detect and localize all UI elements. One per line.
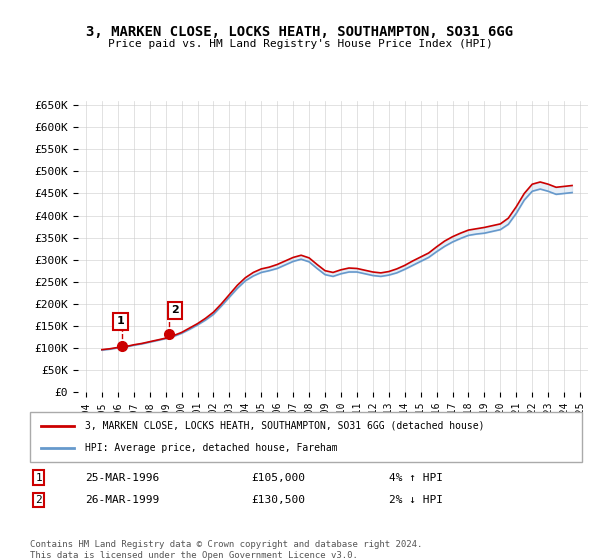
Text: £105,000: £105,000 [251,473,305,483]
Text: Contains HM Land Registry data © Crown copyright and database right 2024.
This d: Contains HM Land Registry data © Crown c… [30,540,422,560]
Text: 1: 1 [117,316,124,326]
Text: 25-MAR-1996: 25-MAR-1996 [85,473,160,483]
Text: 2% ↓ HPI: 2% ↓ HPI [389,495,443,505]
FancyBboxPatch shape [30,412,582,462]
Text: 2: 2 [35,495,42,505]
Text: 1: 1 [35,473,42,483]
Text: 4% ↑ HPI: 4% ↑ HPI [389,473,443,483]
Text: 2: 2 [171,305,179,315]
Text: £130,500: £130,500 [251,495,305,505]
Text: 26-MAR-1999: 26-MAR-1999 [85,495,160,505]
Text: HPI: Average price, detached house, Fareham: HPI: Average price, detached house, Fare… [85,443,338,453]
Text: 3, MARKEN CLOSE, LOCKS HEATH, SOUTHAMPTON, SO31 6GG: 3, MARKEN CLOSE, LOCKS HEATH, SOUTHAMPTO… [86,25,514,39]
Text: 3, MARKEN CLOSE, LOCKS HEATH, SOUTHAMPTON, SO31 6GG (detached house): 3, MARKEN CLOSE, LOCKS HEATH, SOUTHAMPTO… [85,421,485,431]
Text: Price paid vs. HM Land Registry's House Price Index (HPI): Price paid vs. HM Land Registry's House … [107,39,493,49]
